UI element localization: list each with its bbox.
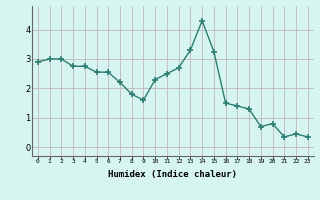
X-axis label: Humidex (Indice chaleur): Humidex (Indice chaleur) (108, 170, 237, 179)
